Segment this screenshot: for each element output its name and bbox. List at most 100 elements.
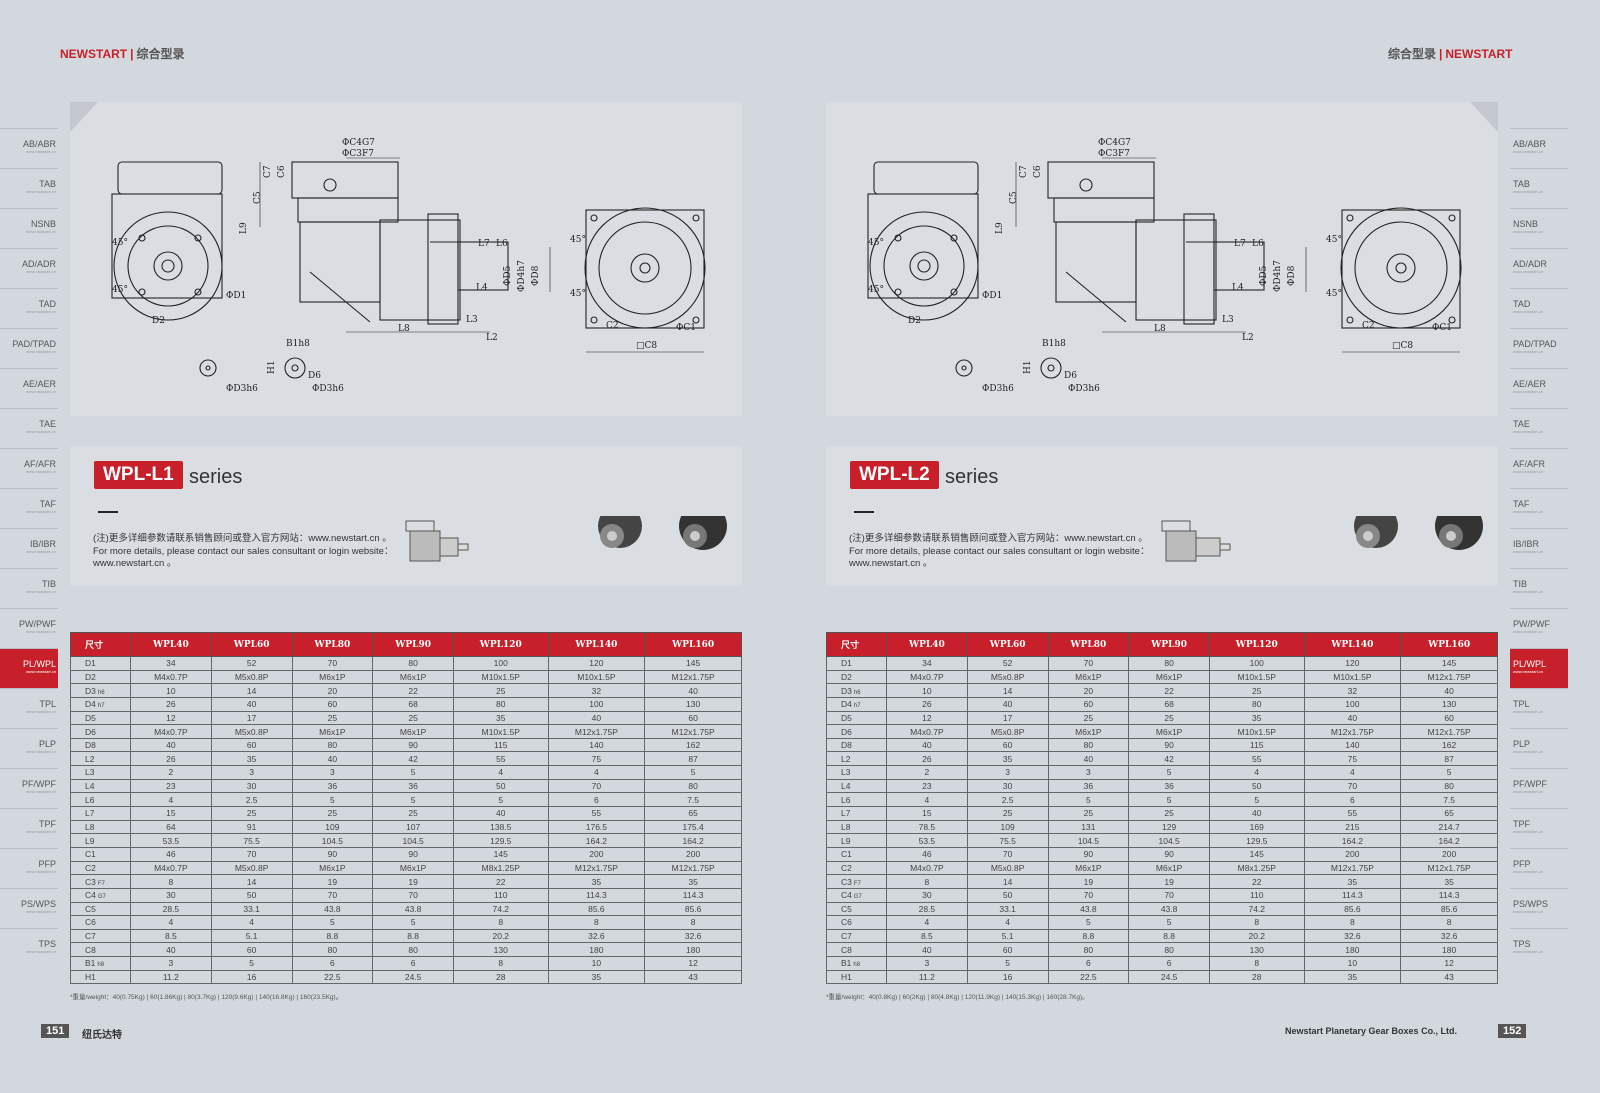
side-tab[interactable]: PF/WPF www.newstart.cn [1510,768,1568,808]
table-row: L3 2 3 3 5 4 4 5 [826,765,1498,780]
table-cell: 43.8 [1047,901,1130,917]
side-tab[interactable]: PW/PWF www.newstart.cn [0,608,58,648]
catalog-title: 综合型录 [1388,47,1437,61]
tolerance: h8 [853,962,861,969]
side-tab[interactable]: AD/ADR www.newstart.cn [0,248,58,288]
side-tab[interactable]: TAE www.newstart.cn [0,408,58,448]
side-tab[interactable]: NSNB www.newstart.cn [1510,208,1568,248]
table-cell: 14 [966,683,1049,698]
side-tab-label: PFP [38,859,56,869]
side-tab-label: PAD/TPAD [12,339,56,349]
side-tab[interactable]: TAB www.newstart.cn [1510,168,1568,208]
side-tab[interactable]: AE/AER www.newstart.cn [1510,368,1568,408]
table-cell: 35 [1400,874,1498,889]
table-cell: 35 [1303,874,1402,889]
table-cell: 90 [1128,846,1210,862]
side-tab-url: www.newstart.cn [1513,869,1544,874]
table-cell: M10x1.5P [1209,669,1305,685]
side-tab[interactable]: PW/PWF www.newstart.cn [1510,608,1568,648]
side-tab[interactable]: AF/AFR www.newstart.cn [1510,448,1568,488]
table-cell: 25 [1209,683,1305,698]
side-tab[interactable]: AB/ABR www.newstart.cn [0,128,58,168]
side-tab[interactable]: PAD/TPAD www.newstart.cn [0,328,58,368]
side-tab[interactable]: AF/AFR www.newstart.cn [0,448,58,488]
table-cell: 32.6 [1400,928,1498,944]
side-tab[interactable]: TAD www.newstart.cn [0,288,58,328]
side-tab-label: IB/IBR [29,539,56,549]
table-cell: 36 [1128,778,1210,794]
side-tab-label: AF/AFR [23,459,56,469]
table-cell: 43.8 [291,901,374,917]
side-tab[interactable]: AD/ADR www.newstart.cn [1510,248,1568,288]
side-tab[interactable]: TIB www.newstart.cn [1510,568,1568,608]
table-cell: 145 [1209,846,1305,862]
side-tab-label: TIB [1513,579,1528,589]
row-label: L8 [70,819,131,835]
column-header: WPL140 [1303,632,1402,657]
table-cell: 24.5 [1128,969,1210,985]
side-tab[interactable]: TAF www.newstart.cn [0,488,58,528]
table-cell: 25 [1047,710,1130,726]
table-cell: M6x1P [1047,724,1130,739]
side-tab-url: www.newstart.cn [25,709,56,714]
side-tab-label: TPF [1513,819,1530,829]
side-tab[interactable]: PL/WPL www.newstart.cn [1510,648,1568,688]
table-row: D6 M4x0.7P M5x0.8P M6x1P M6x1P M10x1.5P M12x1.… [70,724,742,739]
side-tab[interactable]: IB/IBR www.newstart.cn [1510,528,1568,568]
table-cell: 8 [1209,956,1305,971]
row-label: D5 [826,710,887,726]
side-tab[interactable]: TIB www.newstart.cn [0,568,58,608]
table-cell: M6x1P [1128,724,1210,739]
side-tab[interactable]: IB/IBR www.newstart.cn [0,528,58,568]
side-tab[interactable]: TAD www.newstart.cn [1510,288,1568,328]
side-tab-url: www.newstart.cn [25,749,56,754]
table-row: C1 46 70 90 90 145 200 200 [70,846,742,862]
side-tab[interactable]: NSNB www.newstart.cn [0,208,58,248]
side-tab[interactable]: TPS www.newstart.cn [1510,928,1568,968]
side-tab[interactable]: PFP www.newstart.cn [1510,848,1568,888]
column-header: WPL80 [1047,632,1130,657]
side-tab[interactable]: PF/WPF www.newstart.cn [0,768,58,808]
table-cell: 26 [130,751,212,767]
side-tab[interactable]: PLP www.newstart.cn [0,728,58,768]
row-label: B1 h8 [70,956,131,971]
table-cell: 40 [966,696,1049,712]
table-cell: 12 [1400,956,1498,971]
table-cell: 145 [453,846,549,862]
table-cell: 50 [1209,778,1305,794]
side-tab[interactable]: TPF www.newstart.cn [0,808,58,848]
side-tab-label: AE/AER [1513,379,1547,389]
side-tab[interactable]: TPL www.newstart.cn [0,688,58,728]
table-row: D8 40 60 80 90 115 140 162 [826,737,1498,753]
side-tab[interactable]: TAB www.newstart.cn [0,168,58,208]
side-tab[interactable]: PFP www.newstart.cn [0,848,58,888]
table-row: C2 M4x0.7P M5x0.8P M6x1P M6x1P M8x1.25P M12x1.… [826,860,1498,876]
side-tab-label: PW/PWF [1513,619,1550,629]
side-tab-url: www.newstart.cn [1513,789,1544,794]
table-cell: M6x1P [291,860,374,876]
side-tab[interactable]: TPF www.newstart.cn [1510,808,1568,848]
side-tab[interactable]: TPS www.newstart.cn [0,928,58,968]
table-cell: 130 [1209,942,1305,958]
dimension-label: 45° [868,238,884,248]
table-cell: 35 [966,751,1049,767]
side-tab[interactable]: PAD/TPAD www.newstart.cn [1510,328,1568,368]
dimension-label: ΦD8 [1287,265,1297,286]
table-cell: 110 [453,887,549,903]
table-cell: 107 [372,819,454,835]
column-header: WPL90 [372,632,454,657]
table-cell: 23 [886,778,968,794]
side-tab[interactable]: TAF www.newstart.cn [1510,488,1568,528]
table-cell: 60 [291,696,374,712]
side-tab[interactable]: TPL www.newstart.cn [1510,688,1568,728]
side-tab[interactable]: PLP www.newstart.cn [1510,728,1568,768]
dimension-label: C2 [1362,321,1375,331]
side-tab[interactable]: AB/ABR www.newstart.cn [1510,128,1568,168]
side-tab[interactable]: TAE www.newstart.cn [1510,408,1568,448]
row-label: L4 [826,778,887,794]
table-cell: 6 [1303,792,1402,808]
side-tab[interactable]: AE/AER www.newstart.cn [0,368,58,408]
side-tab[interactable]: PS/WPS www.newstart.cn [0,888,58,928]
side-tab[interactable]: PL/WPL www.newstart.cn [0,648,58,688]
side-tab[interactable]: PS/WPS www.newstart.cn [1510,888,1568,928]
